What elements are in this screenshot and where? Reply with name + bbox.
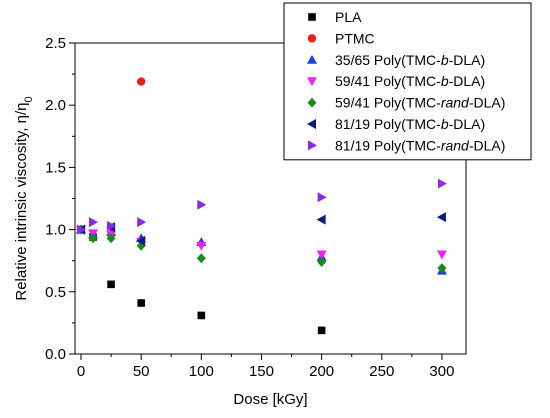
axes: 0 50 100 150 200 250 300 0.0 0.5 1.0 1.5 2.0 2.5 Dose… xyxy=(13,35,467,408)
data-point-pla xyxy=(107,280,115,289)
data-point-s5941rand xyxy=(106,233,116,244)
data-point-pla xyxy=(197,311,206,320)
legend-label-part: b xyxy=(441,52,449,68)
legend-label-part: -DLA) xyxy=(449,73,486,89)
legend-marker-pla xyxy=(308,13,316,21)
legend-label-part: -DLA) xyxy=(449,52,486,68)
legend-label-part: 81/19 Poly(TMC- xyxy=(335,137,441,153)
x-tick-label: 50 xyxy=(133,363,150,380)
legend-label-s8119rand: 81/19 Poly(TMC-rand-DLA) xyxy=(335,137,505,153)
legend-marker-s5941rand xyxy=(307,97,317,108)
data-point-s8119b xyxy=(316,214,326,225)
data-point-s8119rand xyxy=(317,192,327,203)
legend-label-s3565b: 35/65 Poly(TMC-b-DLA) xyxy=(335,52,485,68)
legend-marker-s8119b xyxy=(307,119,316,129)
data-point-s5941rand xyxy=(196,253,206,264)
legend-label-part: b xyxy=(441,116,449,132)
legend-label-part: 59/41 Poly(TMC- xyxy=(335,73,441,89)
legend-item-s8119rand: 81/19 Poly(TMC-rand-DLA) xyxy=(308,137,505,153)
y-tick-label: 0.5 xyxy=(45,284,66,301)
legend-marker-ptmc xyxy=(307,34,317,43)
series-ptmc xyxy=(136,77,146,86)
y-tick-label: 0.0 xyxy=(45,346,66,363)
legend-box xyxy=(283,2,532,161)
legend-label-part: -DLA) xyxy=(469,137,506,153)
legend-label-part: 59/41 Poly(TMC- xyxy=(335,95,441,111)
data-point-s8119rand xyxy=(137,217,147,228)
x-tick-label: 0 xyxy=(77,363,85,380)
data-point-s5941b xyxy=(436,250,447,260)
data-point-s5941b xyxy=(196,241,207,251)
x-axis-label-text: Dose xyxy=(233,391,272,408)
y-axis-label: Relative intrinsic viscosity, η/η0 xyxy=(13,96,35,300)
legend-marker-s5941b xyxy=(307,77,317,87)
x-tick-label: 250 xyxy=(369,363,394,380)
legend-label-s8119b: 81/19 Poly(TMC-b-DLA) xyxy=(335,116,485,132)
data-point-pla xyxy=(317,326,326,335)
x-tick-label: 200 xyxy=(309,363,334,380)
data-point-s5941rand xyxy=(437,263,447,274)
legend-item-s3565b: 35/65 Poly(TMC-b-DLA) xyxy=(307,52,485,68)
data-point-s8119rand xyxy=(107,220,117,231)
data-point-s8119rand xyxy=(77,224,87,235)
series-s5941rand xyxy=(76,224,447,274)
x-tick-label: 300 xyxy=(429,363,454,380)
data-point-s8119rand xyxy=(437,178,447,189)
data-point-pla xyxy=(137,299,145,307)
y-tick-label: 1.0 xyxy=(45,222,66,239)
legend-marker-s3565b xyxy=(307,54,317,64)
legend-item-ptmc: PTMC xyxy=(307,30,375,46)
legend-label-part: b xyxy=(441,73,449,89)
legend-label-ptmc: PTMC xyxy=(335,30,375,46)
data-points xyxy=(76,77,447,335)
data-point-s8119b xyxy=(436,212,446,223)
legend-label-s5941rand: 59/41 Poly(TMC-rand-DLA) xyxy=(335,95,505,111)
data-point-s8119rand xyxy=(89,217,99,228)
data-point-s5941rand xyxy=(317,256,327,267)
x-tick-label: 150 xyxy=(249,363,274,380)
legend-item-pla: PLA xyxy=(308,9,362,25)
x-axis-label: Dose [kGy] xyxy=(233,391,307,408)
series-s8119b xyxy=(76,212,446,246)
legend-label-part: PTMC xyxy=(335,30,375,46)
data-point-s8119rand xyxy=(197,199,207,210)
legend-item-s5941rand: 59/41 Poly(TMC-rand-DLA) xyxy=(307,95,505,111)
legend-label-part: rand xyxy=(441,95,470,111)
y-tick-label: 2.0 xyxy=(45,97,66,114)
legend-label-part: 35/65 Poly(TMC- xyxy=(335,52,441,68)
legend-label-part: PLA xyxy=(335,9,362,25)
data-point-s5941rand xyxy=(88,233,98,244)
y-axis-label-text: Relative intrinsic viscosity, η/η xyxy=(13,103,30,301)
legend-item-s5941b: 59/41 Poly(TMC-b-DLA) xyxy=(307,73,485,89)
y-tick-label: 1.5 xyxy=(45,159,66,176)
legend-marker-s8119rand xyxy=(308,140,317,151)
y-tick-label: 2.5 xyxy=(45,35,66,52)
legend-item-s8119b: 81/19 Poly(TMC-b-DLA) xyxy=(307,116,485,132)
legend-label-part: -DLA) xyxy=(449,116,486,132)
series-s8119rand xyxy=(77,178,447,235)
data-point-s5941b xyxy=(316,250,327,260)
data-point-ptmc xyxy=(136,77,146,86)
series-s3565b xyxy=(76,224,447,275)
y-axis-label-subscript: 0 xyxy=(23,96,35,102)
series-s5941b xyxy=(76,225,447,260)
x-axis-label-unit: [kGy] xyxy=(273,391,308,408)
legend-label-pla: PLA xyxy=(335,9,362,25)
legend-label-part: -DLA) xyxy=(469,95,506,111)
legend-label-part: rand xyxy=(441,137,470,153)
legend-label-s5941b: 59/41 Poly(TMC-b-DLA) xyxy=(335,73,485,89)
data-point-s8119b xyxy=(136,235,146,246)
legend-label-part: 81/19 Poly(TMC- xyxy=(335,116,441,132)
x-tick-label: 100 xyxy=(189,363,214,380)
